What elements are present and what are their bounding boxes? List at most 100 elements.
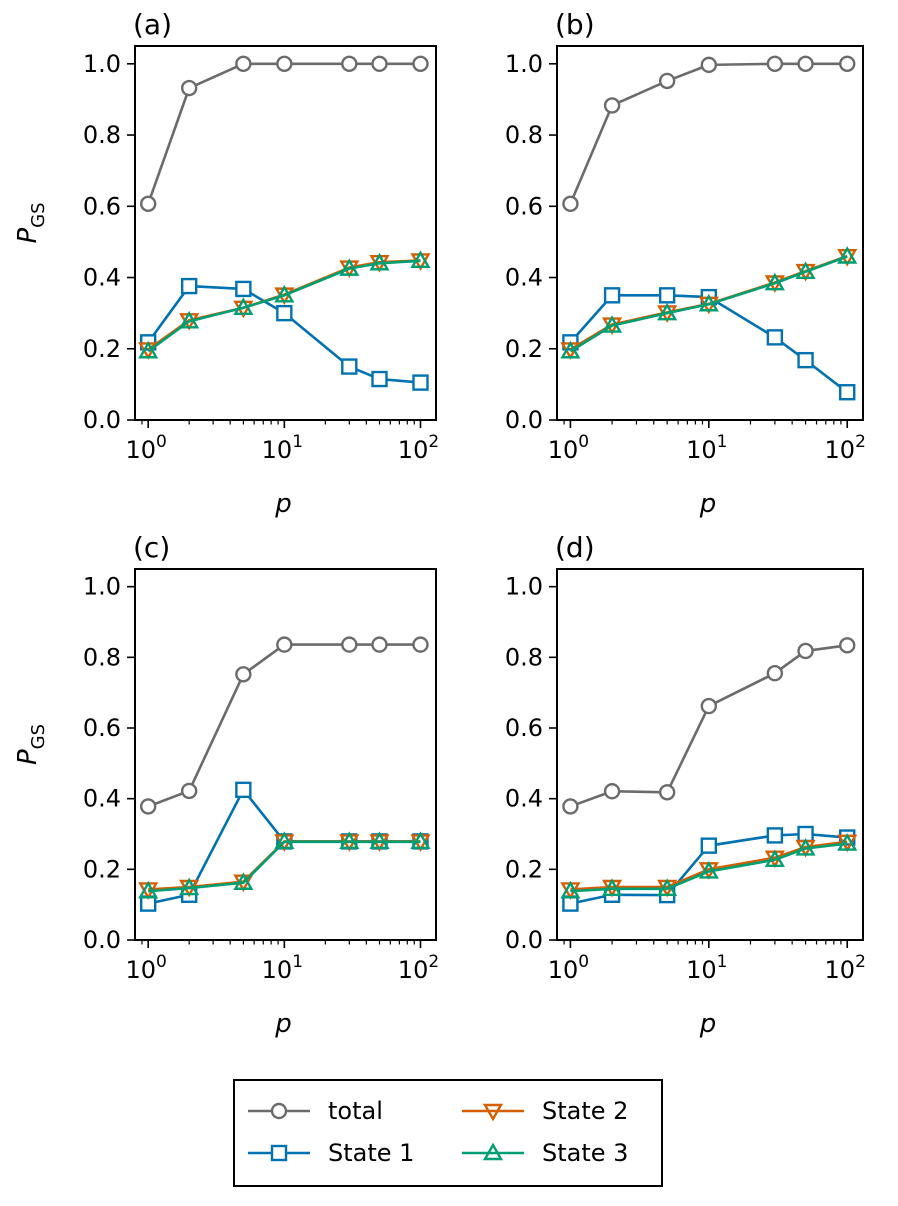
y-tick-label: 1.0 — [83, 573, 121, 601]
data-point-total — [603, 783, 621, 800]
x-tick-base: 10 — [262, 436, 293, 464]
legend-marker — [270, 1102, 288, 1120]
x-tick-exponent: 1 — [292, 432, 303, 452]
data-point-total — [700, 697, 718, 715]
y-axis-label: PGS — [13, 202, 49, 243]
series-total — [562, 637, 856, 815]
y-tick-label: 0.8 — [505, 121, 543, 149]
x-tick-label: 100 — [126, 432, 167, 464]
panel-label: (c) — [133, 531, 170, 564]
data-point-state-3 — [138, 880, 159, 899]
x-tick-label: 102 — [825, 432, 866, 464]
x-tick-label: 101 — [262, 952, 303, 984]
x-axis-label: p — [699, 489, 717, 519]
x-tick-base: 10 — [548, 436, 579, 464]
data-point-state-1 — [766, 329, 784, 346]
data-point-state-1 — [797, 351, 814, 369]
data-point-state-1 — [839, 384, 856, 401]
legend-item-total: total — [248, 1097, 383, 1125]
y-tick-label: 0.0 — [505, 406, 543, 434]
data-point-state-3 — [179, 877, 200, 896]
data-point-total — [180, 782, 198, 800]
y-tick-label: 0.8 — [505, 643, 543, 671]
series-total — [139, 636, 429, 815]
data-point-state-3 — [410, 831, 431, 849]
x-tick-label: 102 — [398, 432, 439, 464]
y-axis-label-subscript: GS — [28, 202, 49, 227]
data-point-total — [658, 784, 676, 801]
x-tick-exponent: 1 — [292, 952, 303, 972]
x-tick-base: 10 — [262, 956, 293, 984]
y-tick-label: 0.6 — [505, 192, 543, 220]
legend-label: State 3 — [542, 1139, 628, 1167]
y-tick-label: 1.0 — [505, 50, 543, 78]
data-point-total — [658, 72, 676, 90]
legend-label: State 2 — [542, 1097, 628, 1125]
data-point-total — [276, 636, 293, 653]
series-total — [139, 55, 429, 212]
data-point-total — [139, 195, 157, 212]
plot-frame — [556, 45, 864, 421]
y-tick-label: 0.8 — [83, 121, 121, 149]
data-point-state-1 — [235, 280, 252, 298]
x-tick-base: 10 — [548, 956, 579, 984]
data-point-state-3 — [274, 284, 295, 303]
data-point-state-3 — [764, 849, 785, 867]
x-tick-exponent: 1 — [717, 952, 728, 972]
series-state-3 — [560, 246, 858, 359]
data-point-state-3 — [602, 315, 623, 333]
series-line-state-3 — [148, 840, 421, 893]
y-axis-label-main: P — [13, 228, 43, 244]
data-point-state-3 — [410, 250, 431, 268]
data-point-state-3 — [233, 297, 254, 315]
y-tick-label: 0.6 — [83, 192, 121, 220]
data-point-state-1 — [276, 304, 293, 322]
data-point-total — [371, 55, 388, 73]
series-state-1 — [139, 277, 429, 391]
x-tick-exponent: 2 — [855, 432, 866, 452]
y-tick-label: 0.6 — [505, 714, 543, 742]
y-tick-label: 0.2 — [505, 855, 543, 883]
series-total — [562, 55, 856, 212]
series-line-state-3 — [569, 255, 848, 353]
legend-frame — [233, 1079, 663, 1187]
data-point-state-1 — [700, 837, 718, 854]
series-state-3 — [138, 831, 431, 899]
data-point-state-3 — [138, 340, 159, 359]
legend-label: State 1 — [328, 1139, 414, 1167]
x-tick-base: 10 — [686, 956, 717, 984]
y-tick-label: 1.0 — [505, 573, 543, 601]
data-point-total — [412, 55, 429, 73]
x-tick-label: 101 — [686, 432, 727, 464]
panel-label: (d) — [555, 531, 595, 564]
data-point-state-3 — [233, 872, 254, 890]
y-axis-label-subscript: GS — [28, 724, 49, 749]
data-point-total — [766, 665, 784, 682]
x-tick-label: 100 — [548, 432, 589, 464]
data-point-state-3 — [602, 878, 623, 896]
x-tick-exponent: 0 — [156, 952, 167, 972]
data-point-total — [371, 636, 388, 653]
series-line-total — [147, 643, 421, 808]
x-tick-exponent: 2 — [428, 432, 439, 452]
legend-marker — [482, 1142, 504, 1161]
data-point-state-3 — [560, 880, 581, 899]
data-point-total — [412, 636, 429, 653]
x-axis-label: p — [274, 1009, 292, 1039]
data-point-state-3 — [764, 272, 785, 291]
x-tick-label: 100 — [548, 952, 589, 984]
data-point-state-3 — [795, 261, 816, 280]
legend-marker — [482, 1103, 504, 1122]
legend-item-state-3: State 3 — [462, 1139, 628, 1167]
data-point-state-1 — [341, 358, 358, 375]
legend-item-state-1: State 1 — [248, 1139, 414, 1167]
data-point-state-1 — [180, 277, 198, 295]
x-tick-exponent: 1 — [717, 432, 728, 452]
y-tick-label: 0.0 — [505, 926, 543, 954]
y-tick-label: 0.6 — [83, 714, 121, 742]
x-tick-base: 10 — [126, 436, 157, 464]
data-point-total — [235, 55, 252, 73]
